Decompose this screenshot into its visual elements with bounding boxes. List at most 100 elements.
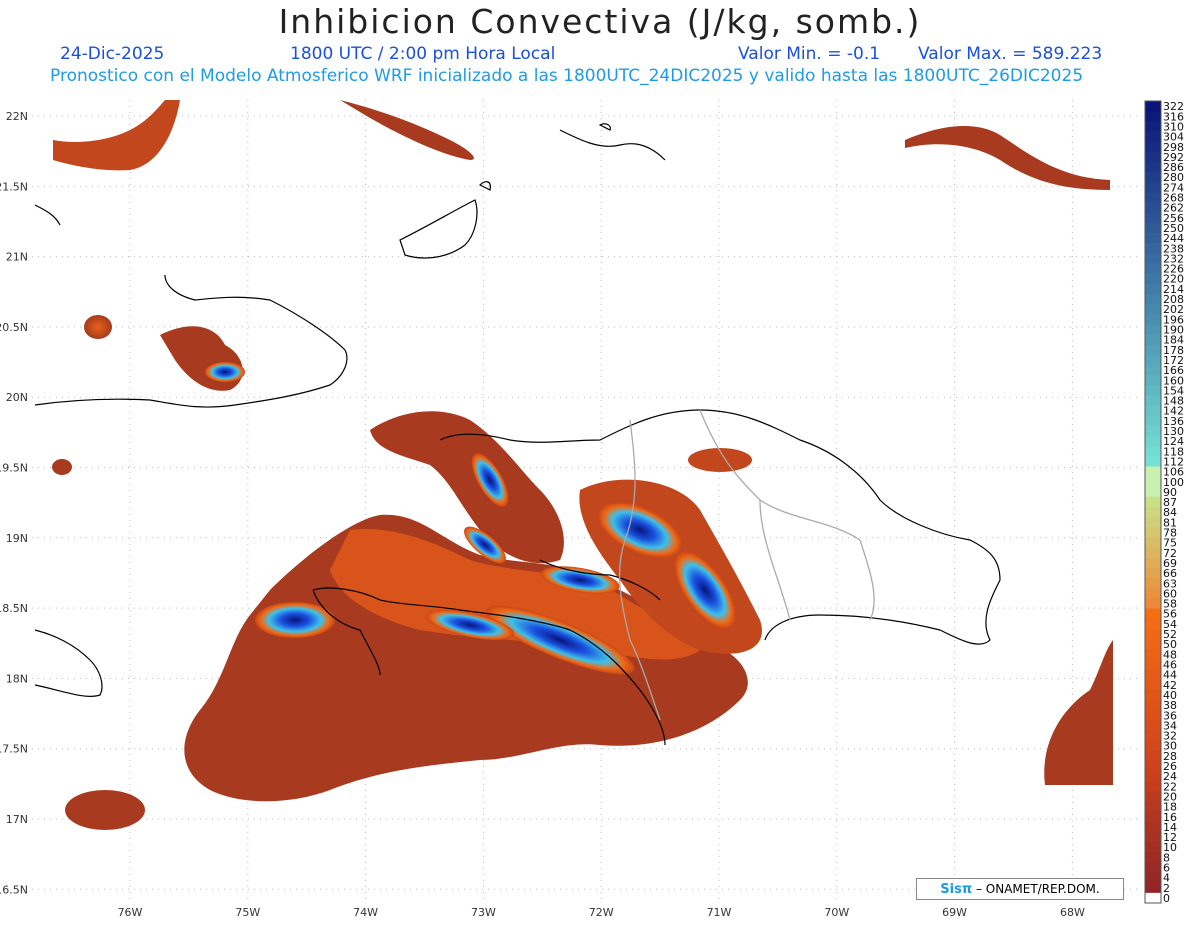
colorbar-label: 286 [1163, 161, 1184, 174]
forecast-date: 24-Dic-2025 [60, 44, 165, 64]
colorbar-label: 30 [1163, 740, 1177, 753]
colorbar-swatch [1145, 801, 1161, 813]
cin-shading [52, 100, 1113, 830]
lat-label: 19N [6, 532, 28, 545]
colorbar-swatch [1145, 710, 1161, 721]
colorbar-swatch [1145, 212, 1161, 224]
colorbar-label: 8 [1163, 851, 1170, 864]
colorbar-swatch [1145, 354, 1161, 366]
colorbar-label: 81 [1163, 516, 1177, 529]
value-max: Valor Max. = 589.223 [918, 44, 1103, 64]
colorbar-swatch [1145, 699, 1161, 711]
colorbar-label: 10 [1163, 841, 1177, 854]
colorbar-swatch [1145, 547, 1161, 559]
colorbar-swatch [1145, 425, 1161, 437]
colorbar-label: 100 [1163, 476, 1184, 489]
lon-label: 75W [235, 906, 260, 919]
colorbar-swatch [1145, 466, 1161, 478]
longitude-labels: 76W 75W 74W 73W 72W 71W 70W 69W 68W [118, 906, 1085, 919]
colorbar-label: 87 [1163, 496, 1177, 509]
colorbar-swatch [1145, 395, 1161, 407]
colorbar-swatch [1145, 842, 1161, 853]
colorbar-swatch [1145, 192, 1161, 204]
colorbar-label: 148 [1163, 395, 1184, 408]
colorbar-swatch [1145, 476, 1161, 488]
colorbar-label: 84 [1163, 506, 1177, 519]
colorbar-swatch [1145, 436, 1161, 447]
colorbar-swatch [1145, 811, 1161, 823]
colorbar-swatch [1145, 415, 1161, 427]
colorbar-label: 298 [1163, 141, 1184, 154]
lat-label: 20N [6, 391, 28, 404]
lat-label: 22N [6, 110, 28, 123]
colorbar-label: 66 [1163, 567, 1177, 580]
colorbar-swatch [1145, 131, 1161, 143]
colorbar-label: 268 [1163, 192, 1184, 205]
colorbar-swatch [1145, 608, 1161, 620]
colorbar-swatch [1145, 598, 1161, 610]
colorbar-swatch [1145, 222, 1161, 234]
lat-label: 21.5N [0, 180, 28, 193]
colorbar-swatch [1145, 628, 1161, 640]
colorbar-swatch [1145, 172, 1161, 183]
colorbar-swatch [1145, 243, 1161, 254]
colorbar-label: 42 [1163, 679, 1177, 692]
colorbar-swatch [1145, 669, 1161, 681]
lat-label: 19.5N [0, 462, 28, 475]
colorbar-label: 90 [1163, 486, 1177, 499]
colorbar-swatch [1145, 892, 1161, 904]
lon-label: 76W [118, 906, 143, 919]
lon-label: 70W [824, 906, 849, 919]
lat-label: 17.5N [0, 743, 28, 756]
colorbar-label: 214 [1163, 283, 1184, 296]
colorbar-swatch [1145, 588, 1161, 599]
colorbar-swatch [1145, 720, 1161, 731]
colorbar-label: 130 [1163, 425, 1184, 438]
colorbar-swatch [1145, 456, 1161, 467]
lon-label: 71W [707, 906, 732, 919]
colorbar-label: 20 [1163, 790, 1177, 803]
colorbar-swatch [1145, 101, 1161, 112]
lat-label: 18N [6, 672, 28, 685]
colorbar-swatch [1145, 304, 1161, 315]
colorbar-label: 69 [1163, 557, 1177, 570]
lat-label: 18.5N [0, 602, 28, 615]
lon-label: 68W [1060, 906, 1085, 919]
colorbar-label: 52 [1163, 628, 1177, 641]
colorbar-label: 118 [1163, 445, 1184, 458]
colorbar-label: 166 [1163, 364, 1184, 377]
colorbar-label: 0 [1163, 892, 1170, 905]
colorbar-label: 48 [1163, 648, 1177, 661]
colorbar-label: 160 [1163, 374, 1184, 387]
colorbar-label: 63 [1163, 577, 1177, 590]
colorbar-swatch [1145, 202, 1161, 214]
colorbar-swatch [1145, 578, 1161, 589]
lat-label: 17N [6, 813, 28, 826]
colorbar-swatch [1145, 791, 1161, 802]
colorbar-swatch [1145, 293, 1161, 305]
colorbar-swatch [1145, 567, 1161, 579]
colorbar-label: 304 [1163, 131, 1184, 144]
forecast-time: 1800 UTC / 2:00 pm Hora Local [290, 44, 556, 64]
colorbar-label: 46 [1163, 659, 1177, 672]
colorbar-swatch [1145, 496, 1161, 508]
colorbar-swatch [1145, 151, 1161, 163]
colorbar-label: 16 [1163, 811, 1177, 824]
lon-label: 74W [353, 906, 378, 919]
colorbar: 3223163103042982922862802742682622562502… [1144, 100, 1184, 905]
colorbar-swatch [1145, 182, 1161, 193]
colorbar-swatch [1145, 730, 1161, 742]
colorbar-swatch [1145, 253, 1161, 264]
colorbar-label: 40 [1163, 689, 1177, 702]
colorbar-swatch [1145, 364, 1161, 376]
colorbar-swatch [1145, 639, 1161, 650]
colorbar-label: 32 [1163, 730, 1177, 743]
colorbar-swatch [1145, 760, 1161, 772]
colorbar-label: 34 [1163, 719, 1177, 732]
colorbar-label: 106 [1163, 466, 1184, 479]
colorbar-label: 220 [1163, 273, 1184, 286]
colorbar-label: 12 [1163, 831, 1177, 844]
lat-label: 16.5N [0, 883, 28, 896]
colorbar-swatch [1145, 659, 1161, 671]
colorbar-label: 56 [1163, 608, 1177, 621]
